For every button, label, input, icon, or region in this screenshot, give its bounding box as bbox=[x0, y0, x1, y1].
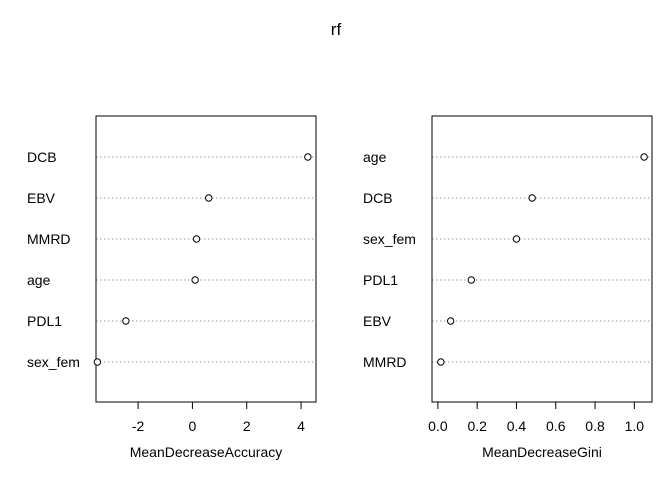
x-tick-label: 0.8 bbox=[585, 418, 605, 434]
data-point-ebv bbox=[446, 317, 455, 325]
x-axis-title: MeanDecreaseGini bbox=[482, 444, 602, 460]
category-label: PDL1 bbox=[27, 313, 62, 329]
x-tick-label: 4 bbox=[297, 418, 305, 434]
data-point-sex-fem bbox=[512, 235, 521, 243]
data-point-sex-fem bbox=[93, 358, 102, 366]
category-label: EBV bbox=[363, 313, 392, 329]
x-tick-label: -2 bbox=[132, 418, 145, 434]
x-tick-label: 0.6 bbox=[546, 418, 566, 434]
panel-mean-decrease-accuracy: DCB EBV MMRD age PDL1 sex_fem -2 0 2 4 MeanDecreas… bbox=[27, 115, 317, 460]
panel-mean-decrease-gini: age DCB sex_fem PDL1 EBV MMRD 0.0 0.2 0.4 0.6 0.8 1… bbox=[363, 115, 653, 460]
data-point-mmrd bbox=[192, 235, 201, 243]
data-point-dcb bbox=[528, 194, 536, 202]
category-label: sex_fem bbox=[27, 354, 80, 370]
category-label: EBV bbox=[27, 190, 56, 206]
x-tick-label: 0.4 bbox=[507, 418, 527, 434]
category-label: sex_fem bbox=[363, 231, 416, 247]
data-point-age bbox=[640, 153, 648, 161]
data-point-dcb bbox=[304, 153, 312, 161]
data-point-age bbox=[191, 276, 199, 284]
category-label: PDL1 bbox=[363, 272, 398, 288]
category-label: DCB bbox=[27, 149, 57, 165]
category-label: age bbox=[27, 272, 51, 288]
plot-frame bbox=[95, 115, 317, 403]
category-label: MMRD bbox=[363, 354, 407, 370]
data-point-ebv bbox=[205, 194, 213, 202]
category-label: DCB bbox=[363, 190, 393, 206]
category-label: MMRD bbox=[27, 231, 71, 247]
category-label: age bbox=[363, 149, 387, 165]
x-tick-label: 0.2 bbox=[467, 418, 487, 434]
data-point-pdl1 bbox=[467, 276, 475, 284]
x-axis-title: MeanDecreaseAccuracy bbox=[130, 444, 283, 460]
data-point-pdl1 bbox=[122, 317, 130, 325]
x-tick-label: 2 bbox=[243, 418, 251, 434]
plot-frame bbox=[431, 115, 653, 403]
x-tick-label: 0.0 bbox=[428, 418, 448, 434]
x-tick-label: 0 bbox=[189, 418, 197, 434]
data-point-mmrd bbox=[437, 358, 445, 366]
chart-title: rf bbox=[331, 20, 342, 39]
x-tick-label: 1.0 bbox=[625, 418, 645, 434]
